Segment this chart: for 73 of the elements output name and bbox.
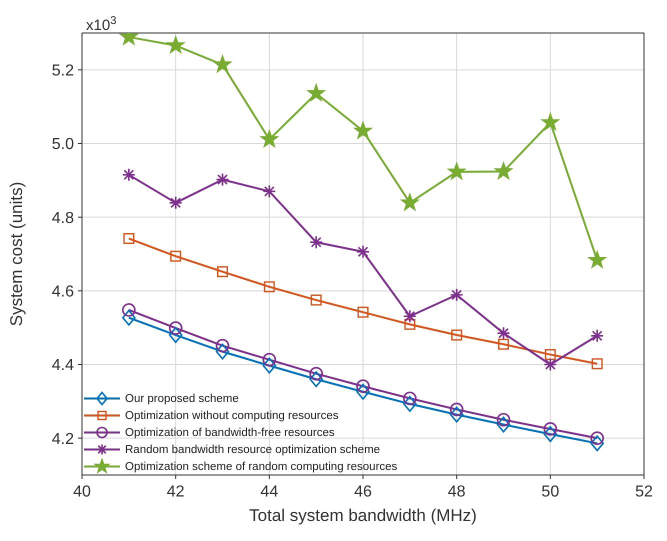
- legend-label: Optimization without computing resources: [125, 410, 338, 422]
- point: [356, 384, 370, 400]
- point: [498, 338, 509, 350]
- point: [216, 338, 230, 353]
- point: [213, 55, 232, 72]
- point: [403, 309, 417, 324]
- point: [168, 327, 182, 344]
- point: [590, 328, 604, 343]
- point: [168, 321, 182, 335]
- point: [170, 250, 182, 262]
- y-tick-label: 5.2: [52, 62, 74, 80]
- legend-label: Our proposed scheme: [125, 392, 239, 404]
- x-tick-label: 50: [541, 483, 560, 500]
- point: [262, 184, 276, 198]
- point: [262, 358, 276, 374]
- point: [358, 306, 368, 318]
- point: [451, 330, 462, 341]
- legend-label: Random bandwidth resource optimization scheme: [125, 444, 380, 456]
- y-tick-label: 4.8: [52, 210, 74, 227]
- point: [262, 352, 276, 367]
- point: [307, 84, 326, 102]
- point: [496, 412, 510, 427]
- legend-label: Optimization of bandwidth-free resources: [125, 426, 335, 438]
- point: [494, 162, 513, 180]
- y-tick-label: 4.2: [52, 430, 74, 448]
- point: [122, 168, 136, 182]
- x-tick-label: 46: [354, 483, 372, 500]
- y-tick-label: 5.0: [52, 136, 74, 154]
- point: [216, 344, 230, 360]
- legend-label: Optimization scheme of random computing resources: [125, 460, 398, 472]
- point: [309, 235, 323, 250]
- point: [309, 371, 323, 388]
- point: [541, 113, 560, 130]
- point: [588, 250, 606, 268]
- x-tick-label: 44: [260, 483, 278, 500]
- x-tick-label: 40: [73, 483, 91, 500]
- point: [168, 196, 182, 210]
- point: [400, 193, 419, 211]
- point: [450, 288, 464, 302]
- point: [450, 406, 464, 423]
- point: [544, 358, 558, 372]
- y-tick-label: 4.4: [52, 357, 74, 374]
- point: [544, 426, 558, 442]
- point: [590, 435, 604, 452]
- point: [354, 121, 372, 139]
- point: [356, 379, 370, 394]
- point: [216, 172, 230, 186]
- y-axis-title: System cost (units): [7, 182, 26, 326]
- x-tick-label: 48: [448, 483, 466, 500]
- x-tick-label: 42: [166, 483, 185, 500]
- point: [217, 266, 228, 278]
- point: [260, 130, 278, 148]
- x-tick-label: 52: [635, 483, 653, 500]
- point: [309, 366, 323, 381]
- point: [496, 326, 510, 340]
- point: [122, 310, 136, 326]
- point: [264, 281, 275, 292]
- point: [122, 303, 136, 317]
- point: [310, 294, 322, 306]
- y-tick-label: 4.6: [52, 284, 74, 301]
- point: [496, 416, 510, 433]
- point: [403, 396, 417, 412]
- x-axis-title: Total system bandwidth (MHz): [249, 506, 477, 525]
- point: [544, 349, 556, 360]
- point: [166, 36, 185, 54]
- point: [448, 162, 466, 180]
- point: [356, 244, 370, 259]
- point: [450, 402, 464, 416]
- point: [123, 233, 134, 244]
- annotation: x10$^{3}$: [86, 15, 116, 34]
- point: [592, 358, 603, 370]
- point: [404, 318, 416, 330]
- point: [403, 392, 417, 406]
